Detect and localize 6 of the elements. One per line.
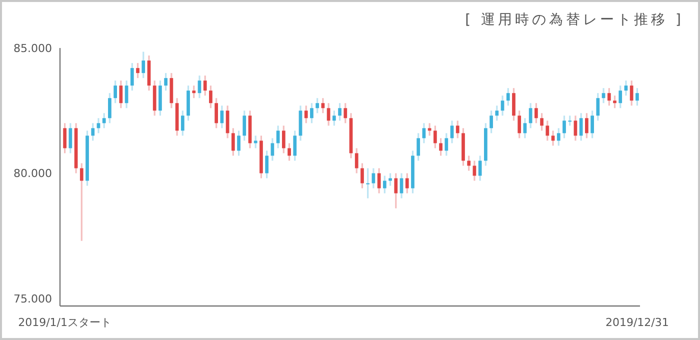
y-tick-label: 80.000 [14,167,52,180]
y-tick-label: 85.000 [14,42,52,55]
y-tick-label: 75.000 [14,292,52,306]
chart-title: [ 運用時の為替レート推移 ] [465,12,684,28]
x-tick-label: 2019/12/31 [605,316,669,329]
x-tick-label: 2019/1/1スタート [18,316,112,329]
